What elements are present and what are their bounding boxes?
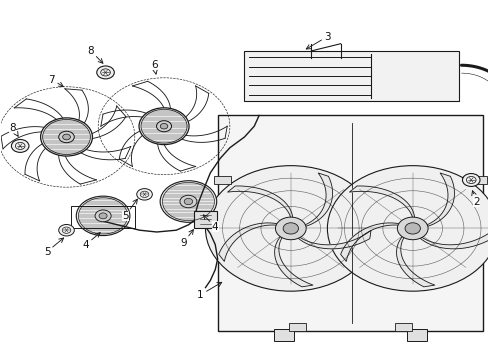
FancyBboxPatch shape	[274, 329, 293, 341]
Text: 9: 9	[180, 230, 193, 248]
Polygon shape	[295, 230, 370, 249]
Circle shape	[41, 118, 92, 156]
Circle shape	[156, 121, 171, 132]
FancyBboxPatch shape	[193, 211, 217, 228]
Polygon shape	[300, 173, 332, 228]
Circle shape	[404, 223, 420, 234]
Circle shape	[76, 196, 130, 235]
Text: 8: 8	[87, 46, 102, 63]
FancyBboxPatch shape	[217, 116, 483, 330]
Circle shape	[205, 166, 375, 291]
Text: 8: 8	[10, 123, 18, 136]
Circle shape	[59, 131, 74, 143]
Text: 5: 5	[122, 199, 137, 221]
Circle shape	[275, 217, 305, 240]
Text: 5: 5	[43, 238, 63, 257]
Polygon shape	[274, 234, 312, 287]
Text: 3: 3	[305, 32, 330, 49]
FancyBboxPatch shape	[407, 329, 426, 341]
Polygon shape	[340, 223, 403, 261]
Polygon shape	[422, 173, 453, 228]
Circle shape	[184, 198, 192, 204]
Circle shape	[11, 139, 29, 152]
Circle shape	[137, 189, 152, 200]
Circle shape	[97, 66, 114, 79]
Text: 6: 6	[151, 60, 157, 74]
Text: 7: 7	[48, 75, 63, 86]
Circle shape	[160, 123, 167, 129]
Circle shape	[59, 225, 74, 236]
Polygon shape	[416, 230, 488, 249]
Polygon shape	[349, 186, 414, 221]
Circle shape	[139, 108, 189, 145]
Circle shape	[62, 134, 70, 140]
Circle shape	[180, 195, 197, 208]
Circle shape	[95, 210, 111, 222]
FancyBboxPatch shape	[213, 176, 231, 184]
Text: 4: 4	[82, 233, 100, 249]
Circle shape	[397, 217, 427, 240]
Circle shape	[327, 166, 488, 291]
Polygon shape	[218, 223, 281, 261]
FancyBboxPatch shape	[469, 176, 487, 184]
Text: 1: 1	[197, 282, 221, 300]
Circle shape	[462, 174, 479, 186]
Polygon shape	[227, 186, 292, 221]
FancyBboxPatch shape	[288, 323, 305, 331]
Circle shape	[99, 213, 107, 219]
Circle shape	[283, 223, 298, 234]
Circle shape	[160, 181, 216, 222]
Text: 2: 2	[471, 191, 478, 207]
Polygon shape	[396, 234, 434, 287]
FancyBboxPatch shape	[394, 323, 412, 331]
Text: 4: 4	[203, 215, 218, 231]
FancyBboxPatch shape	[244, 51, 458, 101]
